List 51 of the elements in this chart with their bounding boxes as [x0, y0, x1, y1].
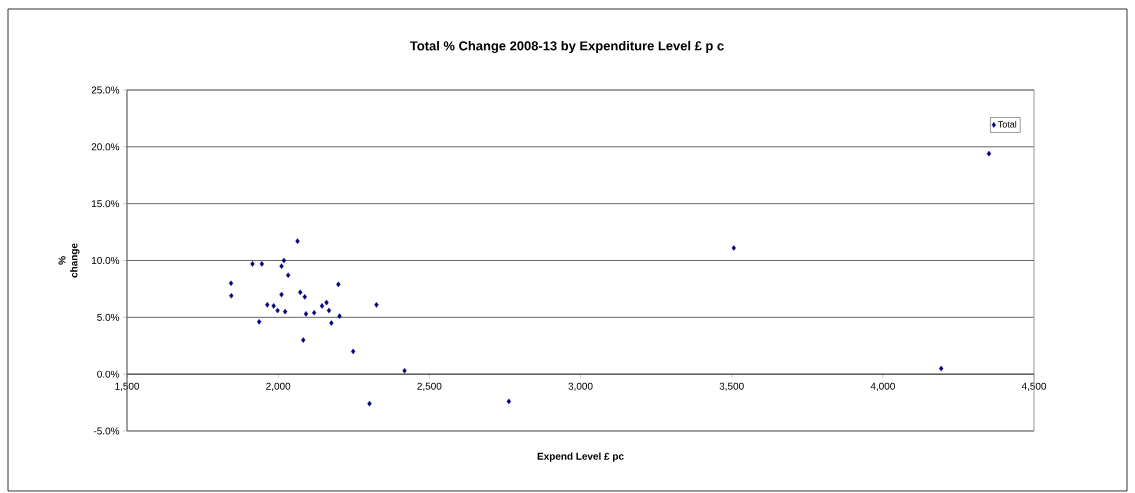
point — [351, 348, 356, 355]
point — [329, 320, 334, 326]
point — [337, 313, 342, 319]
point — [302, 294, 307, 300]
point — [282, 308, 288, 315]
point — [265, 302, 270, 308]
point — [275, 307, 280, 314]
y-tick-label: 5.0% — [97, 313, 120, 321]
point — [303, 311, 309, 317]
x-tick-label: 2,000 — [266, 382, 291, 391]
point — [301, 337, 306, 343]
point — [229, 292, 234, 299]
x-tick-label: 2,500 — [417, 382, 442, 391]
x-tick-label: 1,500 — [115, 382, 140, 391]
legend-label: Total — [997, 120, 1017, 128]
point — [281, 257, 287, 264]
point — [312, 309, 317, 316]
y-tick-label: 15.0% — [92, 200, 120, 208]
point — [336, 281, 341, 288]
y-tick-label: -5.0% — [93, 427, 120, 435]
point — [279, 263, 284, 269]
point — [228, 280, 234, 287]
point — [326, 307, 332, 314]
point — [279, 291, 284, 298]
x-tick-label: 4,000 — [870, 382, 895, 391]
point — [324, 299, 329, 306]
point — [271, 303, 276, 309]
point — [367, 400, 372, 407]
point — [286, 272, 291, 279]
y-axis-title: % change — [58, 243, 80, 278]
y-tick-label: 25.0% — [91, 86, 120, 94]
point — [250, 261, 255, 267]
point — [506, 398, 511, 405]
y-tick-label: 20.0% — [91, 143, 120, 151]
point — [374, 302, 379, 308]
x-tick-label: 3,000 — [568, 382, 593, 391]
x-axis-title: Expend Level £ pc — [537, 452, 624, 462]
point — [319, 303, 325, 309]
x-tick-label: 3,500 — [719, 382, 744, 391]
chart-title: Total % Change 2008-13 by Expenditure Level £ p c — [410, 40, 724, 54]
point — [256, 319, 262, 325]
point — [939, 365, 944, 372]
y-tick-label: 10.0% — [92, 256, 120, 265]
x-tick-label: 4,500 — [1021, 382, 1047, 391]
point — [731, 245, 736, 251]
point — [298, 289, 303, 296]
point — [986, 150, 992, 157]
point — [402, 367, 407, 374]
point — [259, 261, 264, 267]
y-tick-label: 0.0% — [97, 370, 120, 378]
point — [295, 238, 300, 244]
